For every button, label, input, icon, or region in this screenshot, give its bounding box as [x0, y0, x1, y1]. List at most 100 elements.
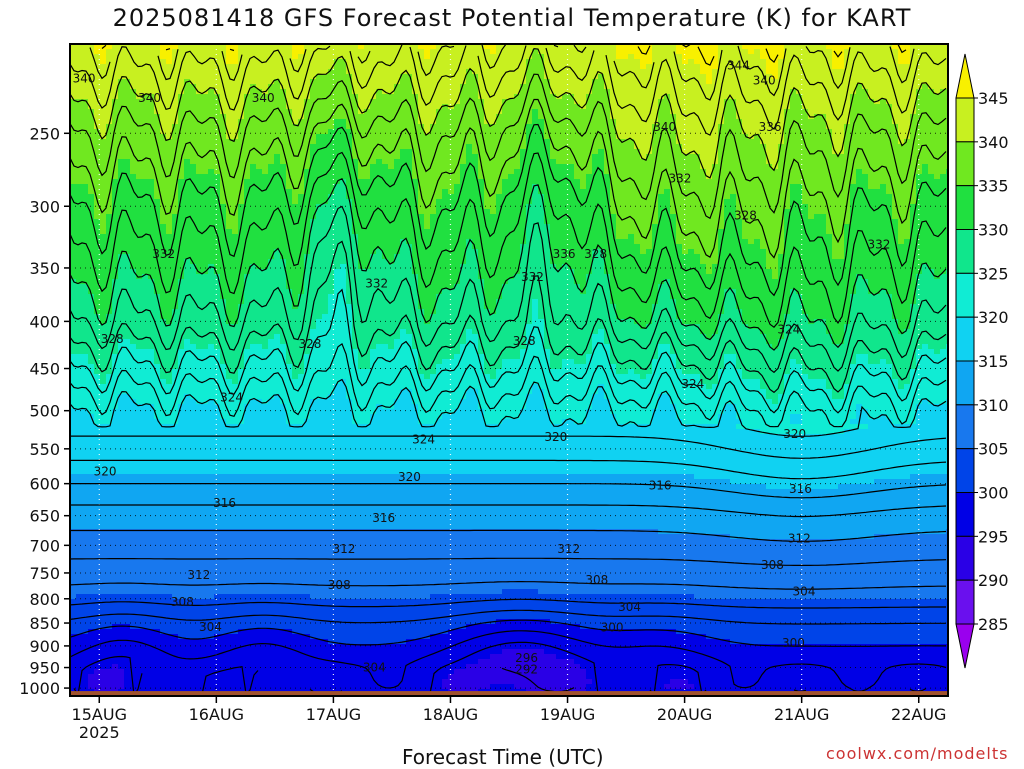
field-cell	[208, 649, 215, 655]
field-cell	[244, 224, 251, 230]
field-cell	[280, 669, 287, 675]
field-cell	[250, 359, 257, 365]
field-cell	[244, 294, 251, 300]
field-cell	[226, 519, 233, 525]
field-cell	[280, 479, 287, 485]
field-cell	[88, 459, 95, 465]
field-cell	[244, 184, 251, 190]
field-cell	[256, 604, 263, 610]
field-cell	[238, 394, 245, 400]
field-cell	[178, 369, 185, 375]
field-cell	[148, 329, 155, 335]
field-cell	[292, 494, 299, 500]
field-cell	[220, 389, 227, 395]
field-cell	[124, 124, 131, 130]
field-cell	[178, 589, 185, 595]
color-fill-layer	[70, 44, 948, 696]
field-cell	[118, 234, 125, 240]
field-cell	[148, 304, 155, 310]
field-cell	[226, 529, 233, 535]
field-cell	[124, 319, 131, 325]
field-cell	[172, 309, 179, 315]
field-cell	[220, 419, 227, 425]
field-cell	[196, 349, 203, 355]
field-cell	[202, 444, 209, 450]
field-cell	[268, 459, 275, 465]
field-cell	[226, 184, 233, 190]
field-cell	[160, 514, 167, 520]
field-cell	[190, 269, 197, 275]
field-cell	[136, 104, 143, 110]
field-cell	[250, 669, 257, 675]
field-cell	[100, 529, 107, 535]
field-cell	[298, 109, 305, 115]
field-cell	[142, 234, 149, 240]
field-cell	[220, 484, 227, 490]
field-cell	[292, 359, 299, 365]
field-cell	[268, 334, 275, 340]
field-cell	[106, 444, 113, 450]
field-cell	[244, 289, 251, 295]
field-cell	[172, 404, 179, 410]
field-cell	[172, 329, 179, 335]
field-cell	[220, 654, 227, 660]
field-cell	[262, 524, 269, 530]
field-cell	[136, 384, 143, 390]
field-cell	[136, 614, 143, 620]
field-cell	[136, 669, 143, 675]
field-cell	[148, 354, 155, 360]
field-cell	[220, 369, 227, 375]
field-cell	[262, 619, 269, 625]
field-cell	[220, 474, 227, 480]
field-cell	[76, 624, 83, 630]
field-cell	[76, 479, 83, 485]
field-cell	[142, 139, 149, 145]
field-cell	[178, 269, 185, 275]
field-cell	[118, 579, 125, 585]
field-cell	[238, 464, 245, 470]
field-cell	[100, 214, 107, 220]
field-cell	[190, 489, 197, 495]
field-cell	[100, 204, 107, 210]
field-cell	[184, 269, 191, 275]
field-cell	[208, 244, 215, 250]
field-cell	[220, 479, 227, 485]
field-cell	[268, 399, 275, 405]
field-cell	[220, 254, 227, 260]
field-cell	[196, 169, 203, 175]
field-cell	[256, 459, 263, 465]
field-cell	[70, 479, 77, 485]
field-cell	[154, 459, 161, 465]
field-cell	[166, 624, 173, 630]
field-cell	[226, 274, 233, 280]
field-cell	[136, 624, 143, 630]
field-cell	[244, 189, 251, 195]
field-cell	[82, 109, 89, 115]
field-cell	[292, 299, 299, 305]
field-cell	[178, 114, 185, 120]
field-cell	[220, 624, 227, 630]
field-cell	[112, 44, 119, 50]
field-cell	[136, 214, 143, 220]
field-cell	[202, 264, 209, 270]
field-cell	[94, 499, 101, 505]
field-cell	[226, 354, 233, 360]
field-cell	[238, 259, 245, 265]
field-cell	[70, 644, 77, 650]
field-cell	[112, 524, 119, 530]
field-cell	[226, 629, 233, 635]
field-cell	[112, 184, 119, 190]
field-cell	[166, 309, 173, 315]
field-cell	[262, 589, 269, 595]
field-cell	[196, 559, 203, 565]
field-cell	[214, 389, 221, 395]
field-cell	[82, 289, 89, 295]
field-cell	[280, 344, 287, 350]
field-cell	[142, 249, 149, 255]
field-cell	[82, 659, 89, 665]
field-cell	[250, 314, 257, 320]
field-cell	[256, 319, 263, 325]
field-cell	[112, 504, 119, 510]
field-cell	[268, 559, 275, 565]
field-cell	[70, 44, 77, 50]
